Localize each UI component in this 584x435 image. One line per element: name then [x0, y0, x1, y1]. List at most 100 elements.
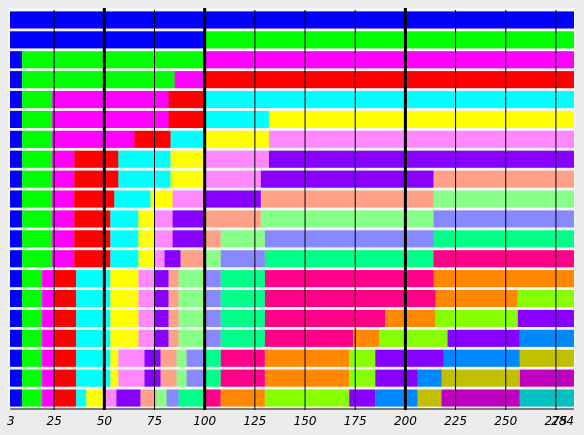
bar-segment: [417, 389, 442, 407]
bar-segment: [154, 250, 165, 268]
bar-segment: [349, 369, 376, 387]
bar-segment: [52, 250, 75, 268]
x-tick-label: 50: [97, 414, 113, 428]
bar-segment: [264, 289, 436, 308]
bar-segment: [22, 190, 53, 208]
x-tick-label: 100: [193, 414, 216, 428]
bar-segment: [264, 349, 350, 367]
bar-segment: [178, 389, 205, 407]
bar-segment: [22, 150, 53, 168]
bar-segment: [74, 170, 119, 188]
bar-segment: [76, 389, 87, 407]
bar-segment: [204, 309, 221, 327]
bar-segment: [160, 369, 177, 387]
bar-segment: [220, 250, 265, 268]
bar-segment: [22, 309, 43, 327]
bar-segment: [76, 309, 111, 327]
bar-segment: [433, 270, 574, 288]
bar-segment: [54, 289, 77, 308]
bar-segment: [10, 329, 23, 347]
bar-segment: [22, 130, 53, 148]
bar-segment: [22, 210, 53, 228]
bar-segment: [138, 309, 155, 327]
bar-segment: [154, 210, 173, 228]
bar-segment: [204, 210, 261, 228]
bar-segment: [76, 270, 111, 288]
bar-segment: [144, 369, 161, 387]
bar-segment: [110, 329, 139, 347]
gridlines: [10, 8, 574, 410]
bar-segment: [519, 369, 574, 387]
bar-segment: [154, 309, 169, 327]
bar-segment: [156, 389, 167, 407]
bar-segment: [435, 309, 518, 327]
bar-segment: [42, 309, 55, 327]
bar-segment: [76, 369, 111, 387]
bar-segment: [204, 90, 574, 109]
bar-segment: [74, 210, 111, 228]
x-tick-label: 150: [294, 414, 317, 428]
bar-segment: [166, 389, 179, 407]
bar-segment: [154, 329, 169, 347]
bar-segment: [264, 329, 354, 347]
bar-segment: [204, 349, 221, 367]
bar-segment: [22, 329, 43, 347]
bar-segment: [519, 329, 574, 347]
bar-segment: [52, 190, 75, 208]
bar-segment: [154, 270, 169, 288]
bar-segment: [264, 230, 434, 248]
bar-segment: [22, 289, 43, 308]
bar-segment: [76, 289, 111, 308]
bar-segment: [433, 230, 574, 248]
bar-segment: [204, 130, 269, 148]
bar-segment: [10, 210, 23, 228]
bar-segment: [134, 130, 171, 148]
bar-segment: [74, 190, 115, 208]
bar-segment: [168, 309, 179, 327]
bar-segment: [170, 170, 205, 188]
bar-segment: [204, 250, 221, 268]
bar-segment: [52, 230, 75, 248]
bar-segment: [172, 190, 205, 208]
bar-segment: [168, 90, 205, 109]
bar-segment: [22, 389, 43, 407]
bar-segment: [10, 31, 205, 49]
bar-segment: [433, 190, 574, 208]
bar-segment: [110, 349, 119, 367]
bar-segment: [138, 210, 155, 228]
x-tick-label: 250: [494, 414, 517, 428]
bar-segment: [220, 230, 265, 248]
bar-segment: [110, 210, 139, 228]
bar-segment: [517, 289, 574, 308]
bar-segment: [443, 349, 520, 367]
bar-segment: [150, 190, 173, 208]
bar-segment: [52, 90, 169, 109]
bar-segment: [118, 150, 171, 168]
bar-segment: [114, 190, 151, 208]
bar-segment: [22, 90, 53, 109]
bar-segment: [519, 389, 574, 407]
bar-segment: [10, 150, 23, 168]
bar-segment: [10, 270, 23, 288]
bar-segment: [154, 289, 169, 308]
bar-segment: [204, 369, 221, 387]
bar-segment: [10, 250, 23, 268]
bar-segment: [220, 389, 265, 407]
bar-segment: [204, 71, 574, 89]
bar-segment: [220, 369, 265, 387]
bar-segment: [116, 389, 141, 407]
x-tick-label: 200: [394, 414, 417, 428]
bar-segment: [220, 309, 265, 327]
bar-segment: [10, 130, 23, 148]
bar-segment: [268, 130, 574, 148]
bar-segment: [204, 170, 261, 188]
bar-segment: [268, 150, 574, 168]
bar-segment: [375, 389, 418, 407]
bar-segment: [441, 389, 520, 407]
bar-segment: [10, 349, 23, 367]
bar-segment: [76, 349, 111, 367]
bar-segment: [10, 190, 23, 208]
x-tick-label: 275: [544, 414, 567, 428]
bar-segment: [10, 71, 23, 89]
bar-segment: [519, 349, 574, 367]
